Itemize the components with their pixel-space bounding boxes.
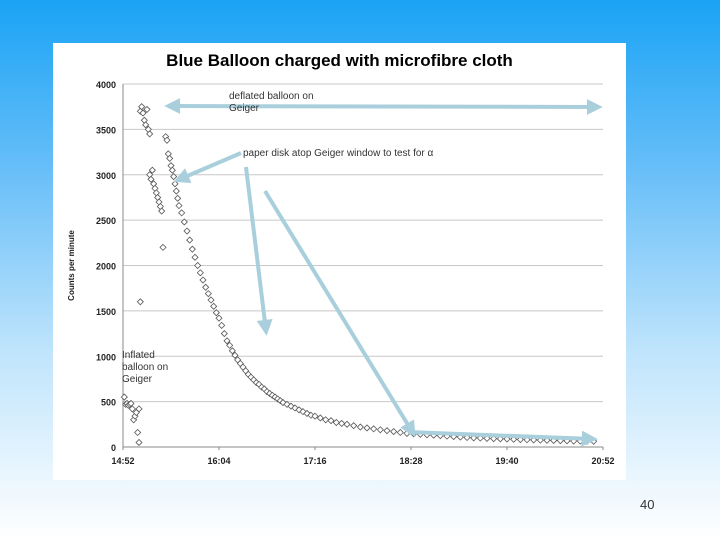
slide-number: 40	[640, 497, 655, 512]
chart-panel: Blue Balloon charged with microfibre clo…	[53, 43, 626, 480]
x-tick-label: 17:16	[303, 456, 326, 466]
data-point	[291, 404, 299, 412]
data-point	[220, 329, 228, 338]
data-point	[128, 405, 136, 413]
annotation-text-inflated: balloon on	[122, 362, 168, 373]
data-point	[188, 245, 196, 253]
annotation-text-deflated: deflated balloon on	[229, 91, 314, 102]
annotation-arrow	[244, 166, 273, 336]
data-point	[139, 109, 147, 117]
data-point	[287, 402, 295, 410]
data-point	[496, 435, 504, 443]
data-point	[158, 207, 166, 215]
data-point	[127, 399, 135, 408]
data-point	[138, 103, 146, 111]
data-point	[202, 283, 210, 291]
x-tick-label: 16:04	[207, 456, 230, 466]
scatter-plot: 0 500 1000 1500 2000 2500 3000 3500 4000 14:52 16:…	[67, 80, 615, 466]
data-point	[279, 398, 287, 407]
data-point	[174, 194, 182, 202]
data-point	[327, 417, 335, 425]
data-point	[231, 351, 239, 359]
x-tick-label: 14:52	[111, 456, 134, 466]
y-axis-label: Counts per minute	[67, 230, 76, 301]
data-point	[172, 187, 180, 195]
x-tick-label: 19:40	[495, 456, 518, 466]
x-tick-label: 18:28	[399, 456, 422, 466]
data-point	[212, 309, 220, 317]
annotation-arrow	[263, 189, 416, 438]
y-tick-label: 500	[101, 398, 116, 408]
data-point	[204, 290, 212, 298]
data-point	[463, 433, 471, 442]
data-point	[175, 202, 183, 210]
data-point	[135, 438, 143, 447]
data-point	[311, 412, 319, 420]
data-point	[376, 426, 384, 434]
annotation-arrow	[164, 98, 603, 115]
data-point	[142, 121, 150, 129]
data-point	[226, 341, 234, 349]
data-point	[356, 423, 364, 431]
data-point	[383, 427, 391, 435]
data-point	[171, 180, 179, 188]
annotation-arrow	[173, 151, 242, 183]
chart-title: Blue Balloon charged with microfibre clo…	[166, 51, 513, 70]
data-point	[136, 298, 144, 306]
data-point	[147, 175, 155, 183]
y-tick-label: 1000	[96, 352, 116, 362]
annotation-text-inflated: Geiger	[122, 374, 153, 385]
data-point	[228, 347, 236, 355]
data-point	[283, 400, 291, 408]
data-point	[390, 428, 398, 436]
data-point	[135, 405, 143, 413]
data-point	[316, 414, 324, 422]
data-point	[370, 425, 378, 433]
data-point	[299, 408, 307, 416]
data-point	[166, 154, 174, 162]
data-point	[178, 209, 186, 217]
data-point	[338, 419, 346, 427]
data-point	[343, 420, 351, 428]
y-tick-label: 3500	[96, 125, 116, 135]
data-point	[194, 261, 202, 270]
data-point	[148, 166, 156, 174]
data-point	[191, 253, 199, 261]
data-point	[186, 236, 194, 244]
data-point	[199, 276, 207, 284]
data-point	[218, 321, 226, 329]
x-tick-label: 20:52	[591, 456, 614, 466]
y-tick-label: 3000	[96, 171, 116, 181]
data-point	[350, 422, 358, 430]
y-tick-label: 1500	[96, 307, 116, 317]
y-tick-label: 0	[111, 443, 116, 453]
annotation-text-paper: paper disk atop Geiger window to test fo…	[243, 148, 434, 159]
data-point	[134, 428, 142, 437]
annotation-arrow	[407, 430, 598, 447]
y-tick-label: 2500	[96, 216, 116, 226]
data-point	[196, 269, 204, 277]
data-point	[120, 393, 128, 401]
data-point	[143, 105, 151, 113]
data-point	[396, 428, 404, 437]
data-point	[215, 314, 223, 322]
data-point	[363, 424, 371, 432]
data-point	[210, 302, 218, 310]
data-point	[223, 337, 231, 345]
data-point	[207, 296, 215, 304]
annotation-text-inflated: Inflated	[122, 350, 155, 361]
data-point	[146, 130, 154, 138]
data-point	[332, 418, 340, 427]
data-point	[183, 227, 191, 235]
data-point	[159, 243, 167, 251]
y-tick-label: 4000	[96, 80, 116, 90]
annotation-text-deflated: Geiger	[229, 103, 260, 114]
data-point	[180, 218, 188, 226]
y-tick-label: 2000	[96, 262, 116, 272]
data-point	[322, 416, 330, 424]
data-point	[295, 406, 303, 414]
data-point	[163, 136, 171, 144]
